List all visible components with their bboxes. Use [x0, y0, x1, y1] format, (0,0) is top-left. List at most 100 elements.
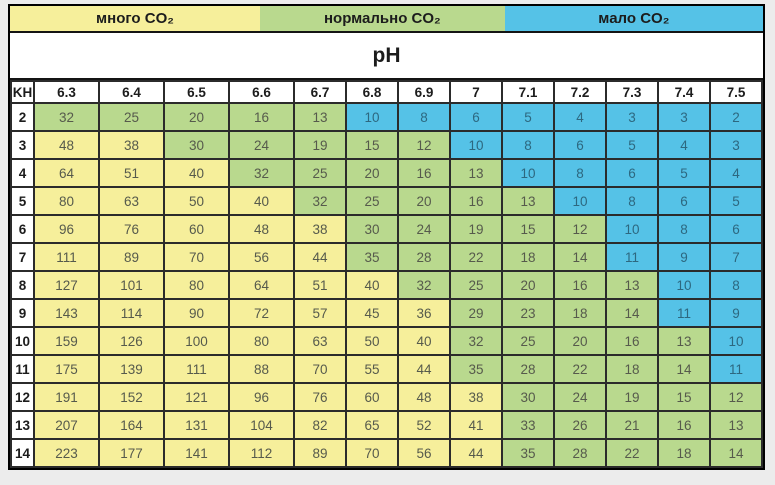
co2-cell: 16 — [397, 158, 451, 188]
co2-cell: 28 — [397, 242, 451, 272]
co2-cell: 14 — [657, 354, 711, 384]
co2-cell: 30 — [345, 214, 399, 244]
co2-cell: 9 — [709, 298, 763, 328]
co2-cell: 6 — [605, 158, 659, 188]
co2-cell: 30 — [163, 130, 230, 160]
co2-cell: 22 — [605, 438, 659, 468]
ph-column-header: 7 — [449, 80, 503, 104]
co2-cell: 131 — [163, 410, 230, 440]
co2-cell: 18 — [657, 438, 711, 468]
co2-cell: 121 — [163, 382, 230, 412]
co2-cell: 12 — [397, 130, 451, 160]
co2-cell: 13 — [449, 158, 503, 188]
co2-cell: 32 — [449, 326, 503, 356]
co2-cell: 4 — [709, 158, 763, 188]
co2-cell: 18 — [605, 354, 659, 384]
co2-cell: 14 — [709, 438, 763, 468]
co2-zone-band-high: много CO₂ — [10, 6, 260, 31]
kh-row-header: 14 — [10, 438, 35, 468]
co2-cell: 64 — [33, 158, 100, 188]
co2-cell: 33 — [501, 410, 555, 440]
co2-cell: 7 — [709, 242, 763, 272]
co2-cell: 11 — [709, 354, 763, 384]
co2-cell: 20 — [163, 102, 230, 132]
co2-cell: 89 — [293, 438, 347, 468]
co2-cell: 20 — [397, 186, 451, 216]
co2-zone-band-low: мало CO₂ — [504, 6, 763, 31]
co2-cell: 48 — [397, 382, 451, 412]
co2-cell: 20 — [553, 326, 607, 356]
co2-cell: 60 — [163, 214, 230, 244]
ph-column-header: 7.1 — [501, 80, 555, 104]
kh-row-header: 7 — [10, 242, 35, 272]
co2-cell: 223 — [33, 438, 100, 468]
co2-cell: 35 — [449, 354, 503, 384]
table-row: 12 191 152 121 96 76 60 48 38 30 24 19 15 12 — [10, 382, 763, 412]
co2-cell: 5 — [501, 102, 555, 132]
co2-cell: 60 — [345, 382, 399, 412]
co2-zone-band-label: мало CO₂ — [598, 10, 670, 27]
co2-cell: 8 — [397, 102, 451, 132]
co2-cell: 101 — [98, 270, 165, 300]
co2-zone-band-label: нормально CO₂ — [323, 10, 441, 27]
table-row: 2 32 25 20 16 13 10 8 6 5 4 3 3 2 — [10, 102, 763, 132]
co2-cell: 3 — [709, 130, 763, 160]
co2-cell: 89 — [98, 242, 165, 272]
table-row: 11 175 139 111 88 70 55 44 35 28 22 18 14 11 — [10, 354, 763, 384]
kh-row-header: 8 — [10, 270, 35, 300]
co2-cell: 11 — [605, 242, 659, 272]
ph-column-header: 7.4 — [657, 80, 711, 104]
co2-cell: 16 — [605, 326, 659, 356]
co2-cell: 152 — [98, 382, 165, 412]
co2-cell: 8 — [709, 270, 763, 300]
kh-row-header: 12 — [10, 382, 35, 412]
co2-cell: 111 — [163, 354, 230, 384]
co2-cell: 8 — [553, 158, 607, 188]
co2-cell: 88 — [228, 354, 295, 384]
kh-row-header: 3 — [10, 130, 35, 160]
ph-column-header: 7.5 — [709, 80, 763, 104]
co2-cell: 32 — [397, 270, 451, 300]
co2-cell: 24 — [397, 214, 451, 244]
co2-cell: 16 — [228, 102, 295, 132]
co2-cell: 19 — [293, 130, 347, 160]
co2-cell: 40 — [228, 186, 295, 216]
co2-cell: 6 — [657, 186, 711, 216]
table-row: 9 143 114 90 72 57 45 36 29 23 18 14 11 9 — [10, 298, 763, 328]
co2-cell: 6 — [449, 102, 503, 132]
co2-cell: 63 — [293, 326, 347, 356]
kh-row-header: 9 — [10, 298, 35, 328]
co2-cell: 25 — [501, 326, 555, 356]
ph-column-header: 7.3 — [605, 80, 659, 104]
ph-axis-row: pH — [10, 33, 763, 80]
co2-zone-band-label: много CO₂ — [96, 10, 174, 27]
co2-cell: 25 — [449, 270, 503, 300]
co2-zone-band-normal: нормально CO₂ — [259, 6, 505, 31]
co2-cell: 48 — [228, 214, 295, 244]
co2-cell: 32 — [293, 186, 347, 216]
table-row: 4 64 51 40 32 25 20 16 13 10 8 6 5 4 — [10, 158, 763, 188]
co2-cell: 127 — [33, 270, 100, 300]
co2-zone-header: много CO₂ нормально CO₂ мало CO₂ — [10, 6, 763, 33]
co2-cell: 40 — [345, 270, 399, 300]
co2-cell: 48 — [33, 130, 100, 160]
co2-cell: 143 — [33, 298, 100, 328]
co2-cell: 19 — [449, 214, 503, 244]
kh-row-header: 2 — [10, 102, 35, 132]
co2-cell: 45 — [345, 298, 399, 328]
co2-cell: 14 — [605, 298, 659, 328]
co2-cell: 25 — [98, 102, 165, 132]
co2-cell: 70 — [163, 242, 230, 272]
co2-cell: 8 — [657, 214, 711, 244]
co2-cell: 3 — [605, 102, 659, 132]
co2-cell: 13 — [293, 102, 347, 132]
co2-cell: 36 — [397, 298, 451, 328]
ph-column-header: 6.7 — [293, 80, 347, 104]
co2-cell: 13 — [501, 186, 555, 216]
co2-cell: 96 — [33, 214, 100, 244]
co2-cell: 20 — [345, 158, 399, 188]
co2-cell: 51 — [98, 158, 165, 188]
co2-cell: 2 — [709, 102, 763, 132]
table-row: 10 159 126 100 80 63 50 40 32 25 20 16 13 10 — [10, 326, 763, 356]
co2-table-head: KH 6.3 6.4 6.5 6.6 6.7 6.8 6.9 7 7.1 7.2 7.3 7.4 7.5 — [10, 80, 763, 104]
